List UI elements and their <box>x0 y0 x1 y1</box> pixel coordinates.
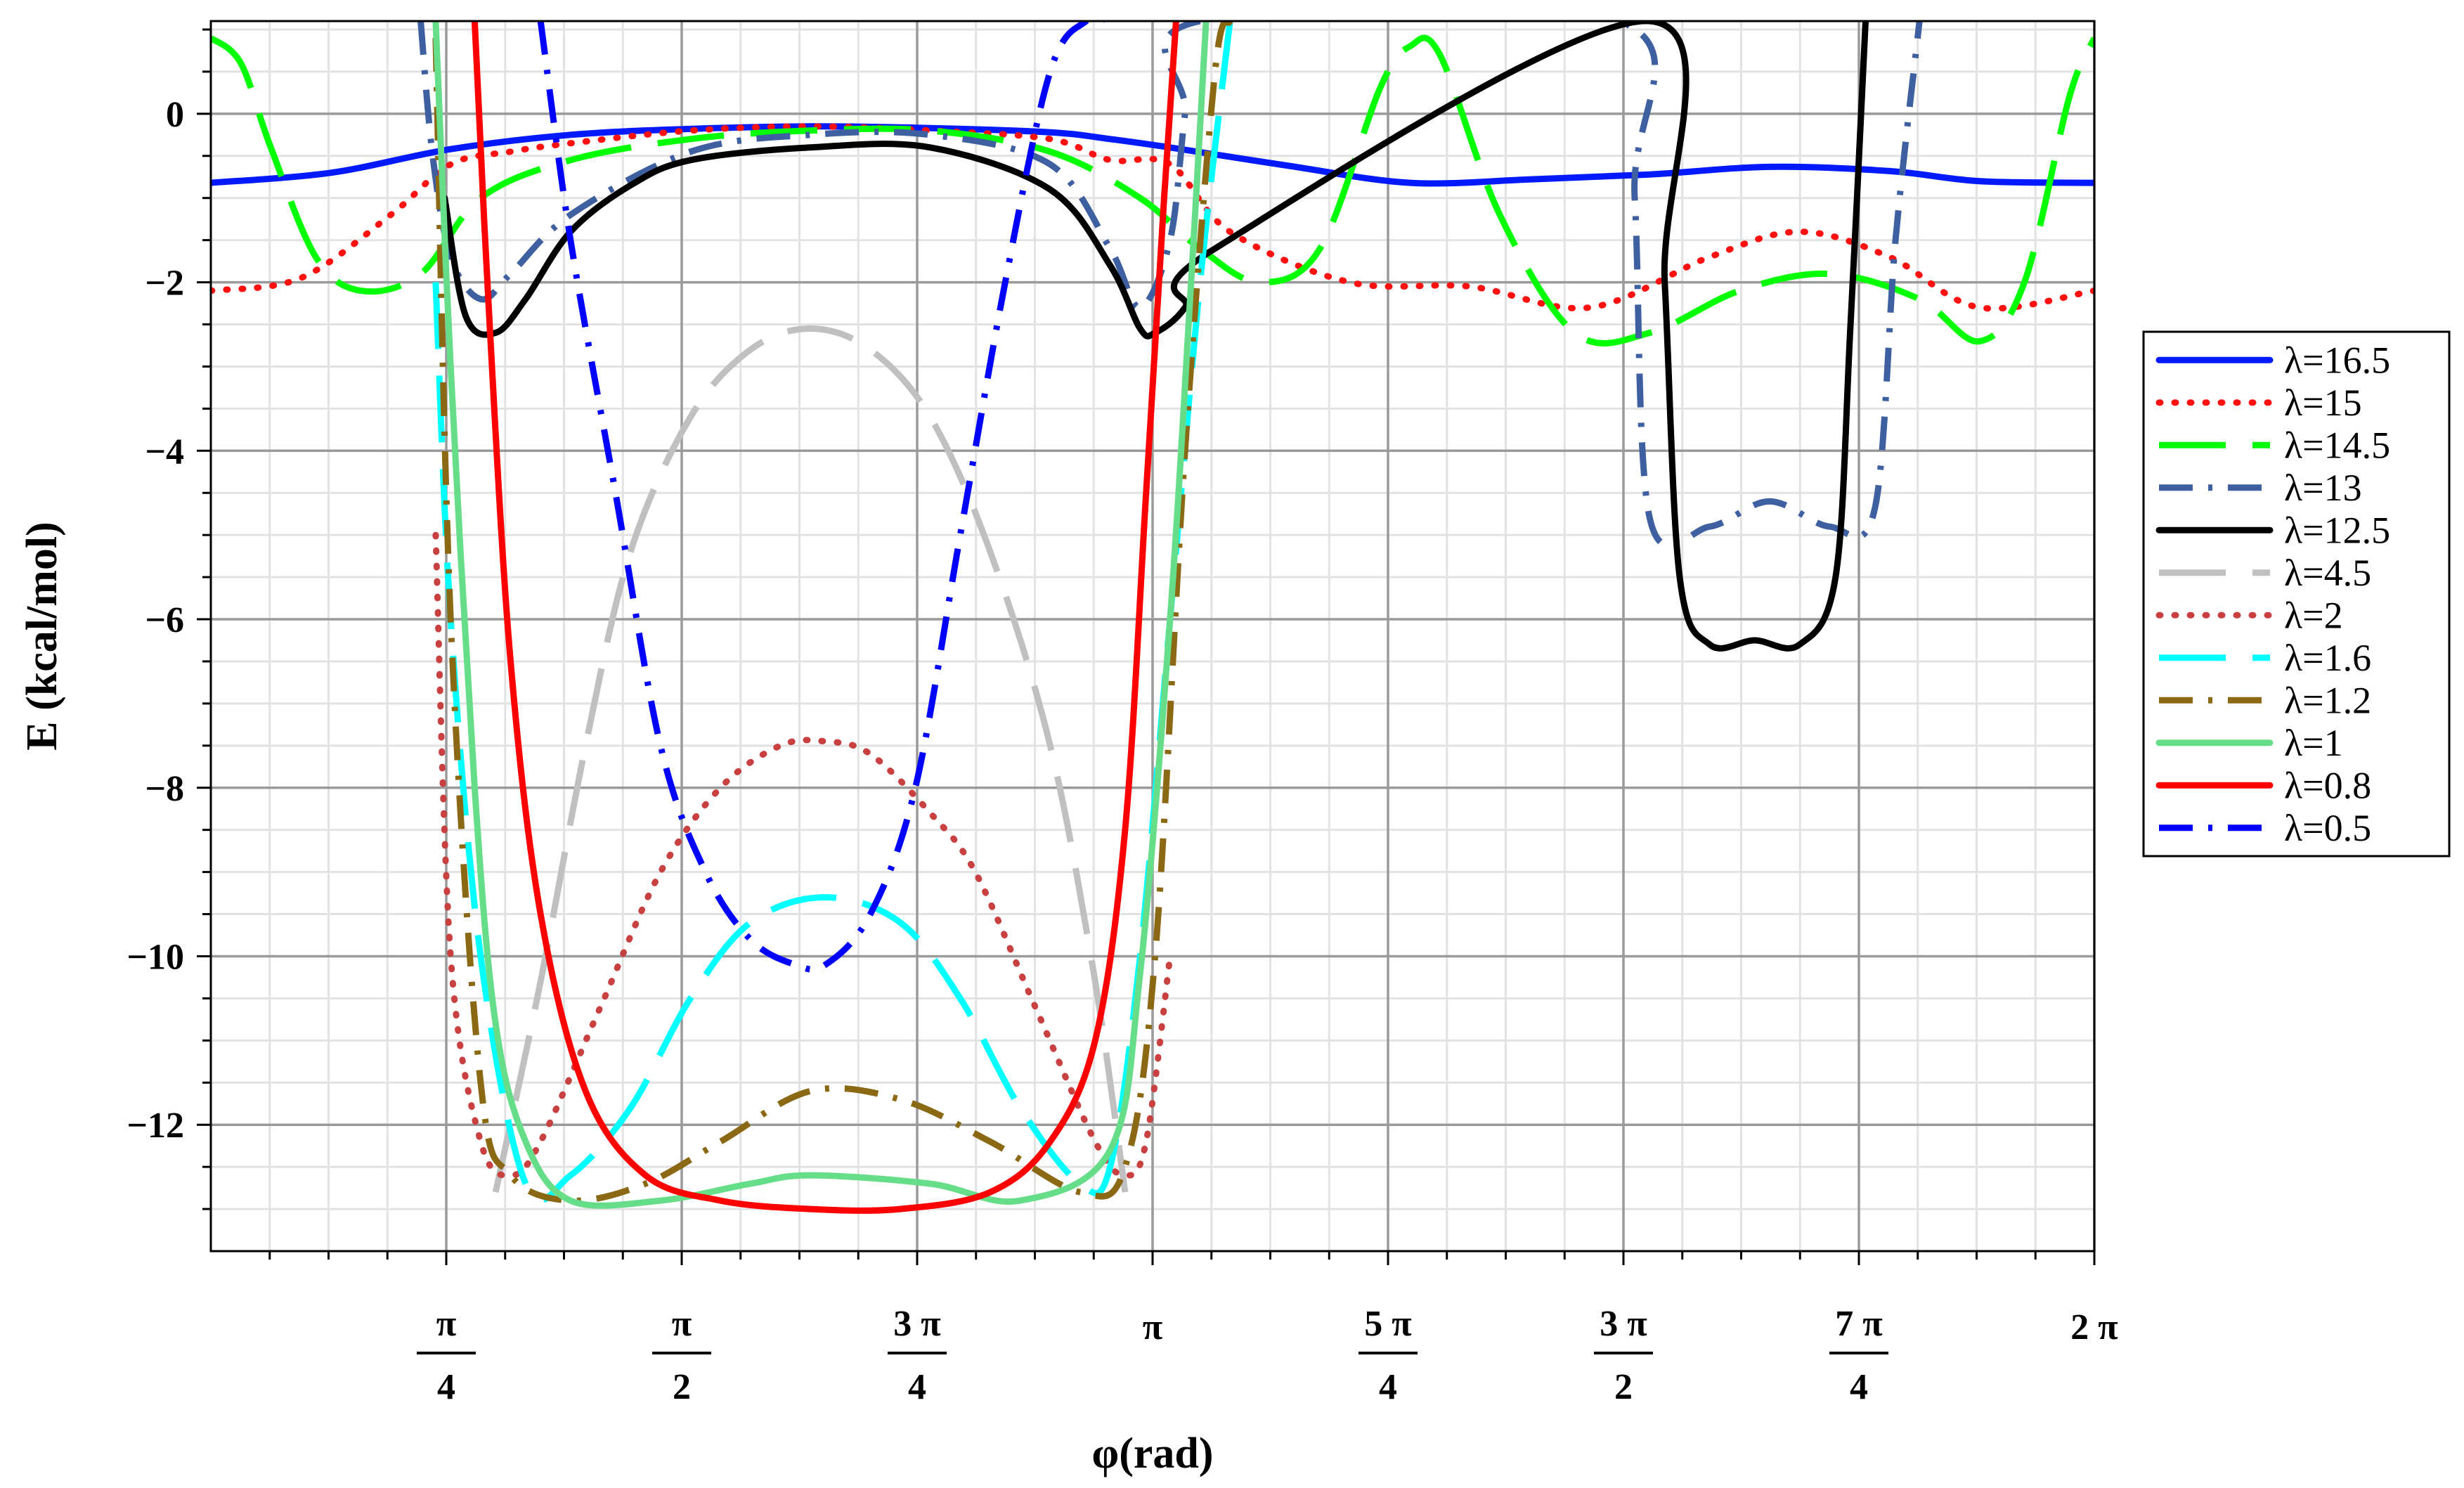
legend: λ=16.5λ=15λ=14.5λ=13λ=12.5λ=4.5λ=2λ=1.6λ… <box>2142 330 2451 858</box>
x-tick-label: 3 π 4 <box>888 1304 947 1407</box>
x-tick-numerator: 7 π <box>1835 1304 1883 1344</box>
legend-entry: λ=2 <box>2155 594 2343 636</box>
y-tick-label: −6 <box>145 600 184 640</box>
series-line-3 <box>211 34 2094 347</box>
legend-label: λ=0.5 <box>2284 807 2371 849</box>
x-tick-label: 2 π <box>2070 1307 2118 1347</box>
series-line-9 <box>432 21 1233 1204</box>
y-tick-label: −12 <box>127 1106 184 1146</box>
legend-label: λ=15 <box>2284 382 2362 424</box>
legend-label: λ=14.5 <box>2284 424 2390 466</box>
y-axis-title: E (kcal/mol) <box>18 522 66 750</box>
legend-label: λ=1.2 <box>2284 679 2371 721</box>
series-line-12 <box>537 21 1110 973</box>
legend-label: λ=1.6 <box>2284 637 2371 679</box>
legend-entry: λ=12.5 <box>2155 509 2390 551</box>
legend-entry: λ=13 <box>2159 467 2362 509</box>
x-tick-label: 3 π 2 <box>1594 1304 1653 1407</box>
legend-entry: λ=0.8 <box>2155 764 2371 806</box>
legend-entry: λ=14.5 <box>2159 424 2390 466</box>
x-tick-label-text: π <box>1143 1307 1163 1347</box>
x-axis-title: φ(rad) <box>1092 1430 1214 1477</box>
legend-entry: λ=1.2 <box>2159 679 2371 721</box>
series-line-1 <box>211 123 2094 187</box>
legend-label: λ=2 <box>2284 594 2343 636</box>
x-tick-denominator: 2 <box>1614 1367 1633 1407</box>
x-tick-label: 5 π 4 <box>1359 1304 1418 1407</box>
y-tick-label: −8 <box>145 769 184 809</box>
legend-entry: λ=15 <box>2155 382 2362 424</box>
legend-label: λ=12.5 <box>2284 509 2390 551</box>
legend-entry: λ=0.5 <box>2159 807 2371 849</box>
series-line-10 <box>432 21 1210 1209</box>
x-tick-label: 7 π 4 <box>1829 1304 1888 1407</box>
series-line-11 <box>471 21 1179 1214</box>
series-line-8 <box>432 21 1233 1204</box>
x-tick-label: π4 <box>417 1304 476 1407</box>
x-tick-denominator: 2 <box>673 1367 691 1407</box>
x-tick-label-text: 2 π <box>2070 1307 2118 1347</box>
x-tick-numerator: π <box>436 1304 457 1344</box>
legend-entry: λ=16.5 <box>2155 339 2390 381</box>
series-line-7 <box>432 531 1174 1179</box>
x-tick-numerator: 3 π <box>1600 1304 1647 1344</box>
series-line-4 <box>417 21 1923 549</box>
x-tick-label: π <box>1143 1307 1163 1347</box>
x-tick-numerator: π <box>672 1304 692 1344</box>
legend-label: λ=4.5 <box>2284 552 2371 594</box>
legend-box <box>2142 330 2451 858</box>
x-tick-denominator: 4 <box>437 1367 455 1407</box>
axis-ticks <box>197 28 2096 1265</box>
legend-label: λ=13 <box>2284 467 2362 509</box>
series-layer <box>211 21 2094 1214</box>
y-tick-label: −4 <box>145 432 184 472</box>
legend-entry: λ=1.6 <box>2159 637 2371 679</box>
x-tick-numerator: 3 π <box>893 1304 941 1344</box>
series-line-6 <box>492 325 1129 1193</box>
x-tick-label: π2 <box>652 1304 711 1407</box>
legend-label: λ=16.5 <box>2284 339 2390 381</box>
legend-entry: λ=4.5 <box>2159 552 2371 594</box>
x-tick-denominator: 4 <box>1850 1367 1868 1407</box>
x-tick-denominator: 4 <box>908 1367 926 1407</box>
legend-label: λ=1 <box>2284 722 2343 764</box>
legend-entry: λ=1 <box>2155 722 2343 764</box>
legend-label: λ=0.8 <box>2284 764 2371 806</box>
y-tick-label: −2 <box>145 264 184 304</box>
series-line-5 <box>441 21 1869 652</box>
y-tick-label: −10 <box>127 937 184 977</box>
x-tick-denominator: 4 <box>1379 1367 1397 1407</box>
y-tick-labels: 0 −2 −4 −6 −8 −10 −12 <box>127 95 184 1146</box>
x-tick-numerator: 5 π <box>1364 1304 1412 1344</box>
y-tick-label: 0 <box>166 95 184 135</box>
